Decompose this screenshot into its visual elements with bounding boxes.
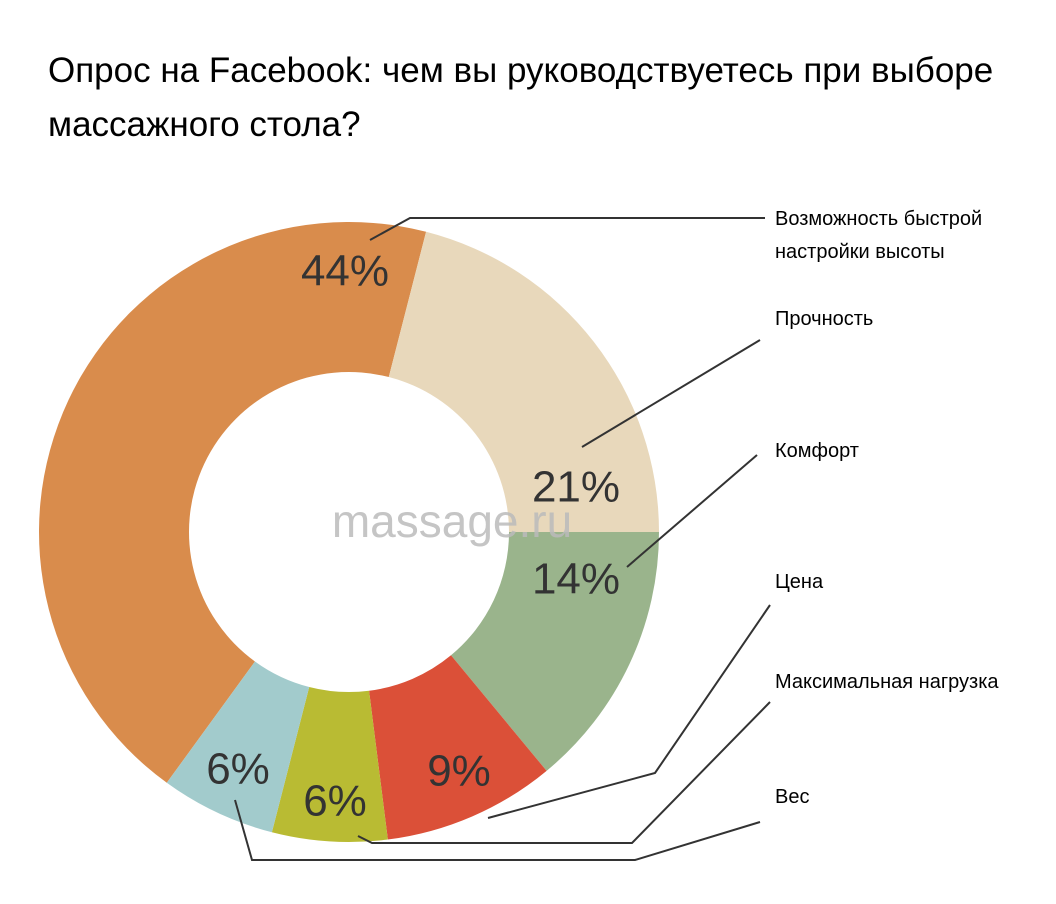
leader-lines xyxy=(234,217,771,861)
leader-line xyxy=(626,454,758,568)
legend-label: Возможность быстрой настройки высоты xyxy=(775,208,983,263)
legend-label: Вес xyxy=(775,786,810,808)
legend-label: Максимальная нагрузка xyxy=(775,671,999,693)
watermark: massage.ru xyxy=(332,495,572,547)
donut-segment xyxy=(271,686,388,842)
leader-line xyxy=(234,799,761,861)
donut xyxy=(39,222,659,842)
value-label: 6% xyxy=(303,777,367,826)
legend-label: Цена xyxy=(775,571,824,593)
leader-line xyxy=(581,339,761,448)
value-label: 14% xyxy=(532,555,620,604)
value-label: 6% xyxy=(206,745,270,794)
leader-line xyxy=(357,701,771,844)
chart-title: Опрос на Facebook: чем вы руководствуете… xyxy=(48,51,994,144)
value-label: 21% xyxy=(532,463,620,512)
donut-segment xyxy=(369,655,547,840)
donut-segment xyxy=(450,532,659,771)
donut-segment xyxy=(166,661,310,833)
value-label: 44% xyxy=(301,247,389,296)
legend-label: Прочность xyxy=(775,308,874,330)
value-label: 9% xyxy=(427,747,491,796)
leader-line xyxy=(487,604,771,819)
legend-label: Комфорт xyxy=(775,440,859,462)
leader-line xyxy=(369,217,765,241)
donut-segment xyxy=(39,222,427,783)
donut-segment xyxy=(388,231,659,532)
